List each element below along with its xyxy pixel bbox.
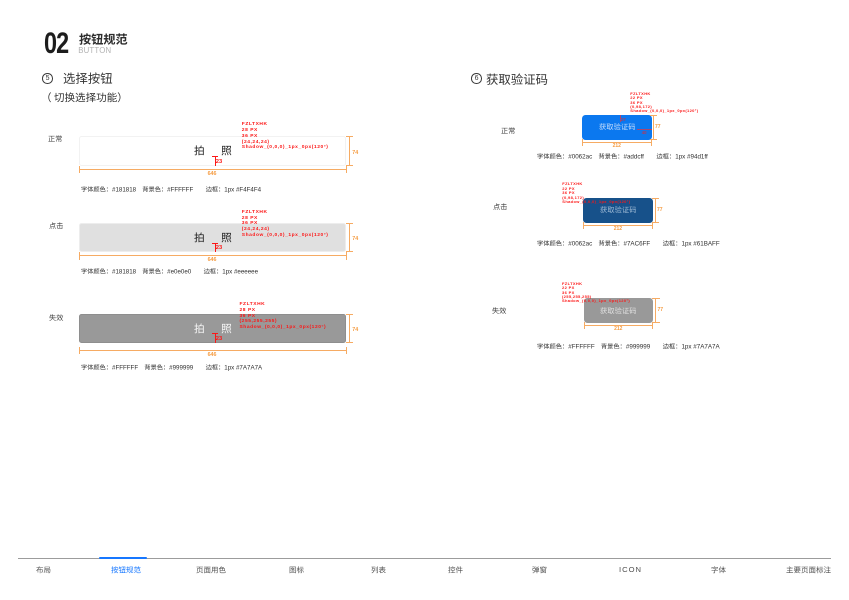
svg-text:#FFFFFF: #FFFFFF [167,187,193,194]
svg-text:1px #eeeeee: 1px #eeeeee [222,268,258,275]
svg-text:#addcff: #addcff [623,154,644,161]
svg-text:#0062ac: #0062ac [568,154,592,161]
svg-text:1px #94d1ff: 1px #94d1ff [675,154,708,161]
svg-text:1px #7A7A7A: 1px #7A7A7A [224,364,263,371]
svg-text:#999999: #999999 [626,343,651,350]
svg-text:#181818: #181818 [112,187,137,194]
svg-text:#e0e0e0: #e0e0e0 [167,268,192,275]
svg-text:#181818: #181818 [112,268,137,275]
svg-text:1px #7A7A7A: 1px #7A7A7A [681,343,720,350]
svg-text:#FFFFFF: #FFFFFF [112,364,138,371]
svg-text:#999999: #999999 [169,364,194,371]
svg-text:1px #F4F4F4: 1px #F4F4F4 [224,187,261,194]
svg-text:#7AC6FF: #7AC6FF [623,241,650,248]
svg-text:1px #61BAFF: 1px #61BAFF [681,241,719,248]
svg-text:#0062ac: #0062ac [568,241,592,248]
svg-text:#FFFFFF: #FFFFFF [568,343,595,350]
